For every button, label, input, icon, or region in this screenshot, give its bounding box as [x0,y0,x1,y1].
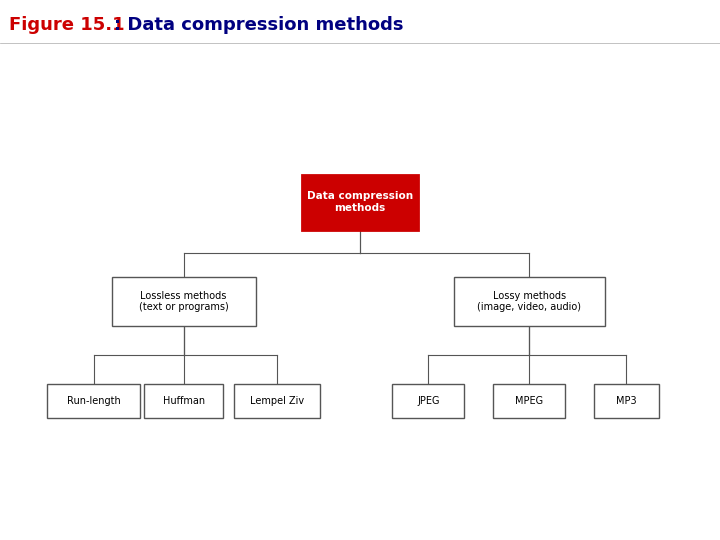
FancyBboxPatch shape [112,276,256,326]
Text: Huffman: Huffman [163,396,204,406]
Text: Lempel Ziv: Lempel Ziv [250,396,305,406]
Text: : Data compression methods: : Data compression methods [114,16,403,34]
Text: MPEG: MPEG [515,396,544,406]
Text: Data compression
methods: Data compression methods [307,191,413,213]
FancyBboxPatch shape [47,383,140,418]
FancyBboxPatch shape [302,175,418,230]
FancyBboxPatch shape [234,383,320,418]
Text: Run-length: Run-length [67,396,120,406]
Text: Lossless methods
(text or programs): Lossless methods (text or programs) [139,291,228,312]
Text: Lossy methods
(image, video, audio): Lossy methods (image, video, audio) [477,291,581,312]
FancyBboxPatch shape [454,276,605,326]
Text: MP3: MP3 [616,396,636,406]
FancyBboxPatch shape [594,383,659,418]
FancyBboxPatch shape [493,383,565,418]
Text: JPEG: JPEG [417,396,440,406]
Text: Figure 15.1: Figure 15.1 [9,16,125,34]
FancyBboxPatch shape [392,383,464,418]
FancyBboxPatch shape [144,383,223,418]
